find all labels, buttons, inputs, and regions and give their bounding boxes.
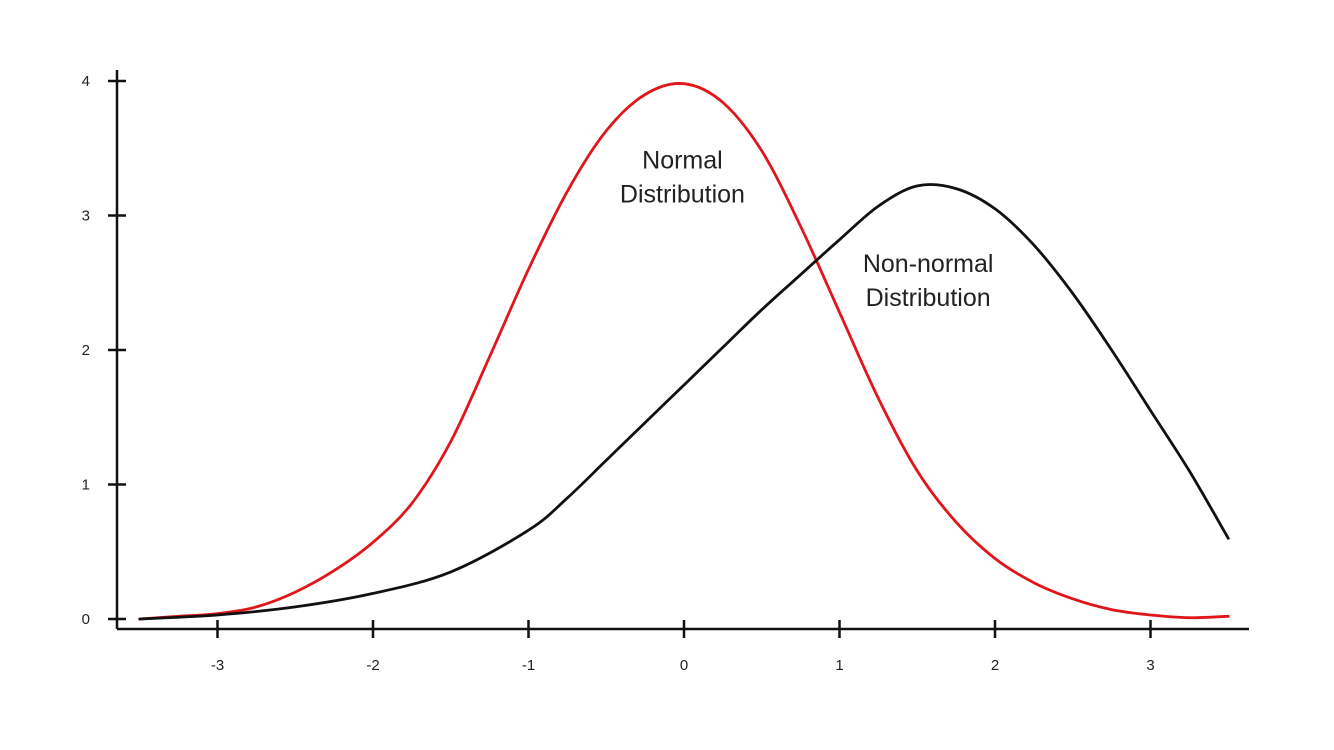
annotation-layer: Normal Distribution Non-normal Distribution	[620, 146, 994, 312]
series-line-normal	[138, 82, 1230, 621]
annotation-text: Distribution	[620, 180, 745, 208]
x-tick-label: -2	[366, 657, 379, 674]
annotation-normal: Normal Distribution	[620, 146, 745, 208]
x-tick-label: -1	[522, 657, 535, 674]
y-tick-label: 2	[82, 342, 90, 359]
ticks-layer: -3 -2 -1 0 1 2 3 0 1 2 3 4	[82, 73, 1155, 674]
x-tick-label: 3	[1146, 657, 1154, 674]
series-layer	[138, 82, 1230, 621]
annotation-text: Distribution	[866, 284, 991, 312]
y-tick-label: 3	[82, 208, 90, 225]
y-tick-label: 0	[82, 611, 90, 628]
x-tick-label: 1	[835, 657, 843, 674]
annotation-nonnormal: Non-normal Distribution	[863, 250, 994, 312]
annotation-text: Normal	[642, 146, 723, 174]
series-line-nonnormal	[138, 183, 1230, 621]
x-tick-label: 2	[991, 657, 999, 674]
y-tick-label: 4	[82, 73, 90, 90]
annotation-text: Non-normal	[863, 250, 994, 278]
y-tick-label: 1	[82, 477, 90, 494]
x-tick-label: 0	[680, 657, 688, 674]
x-tick-label: -3	[211, 657, 224, 674]
